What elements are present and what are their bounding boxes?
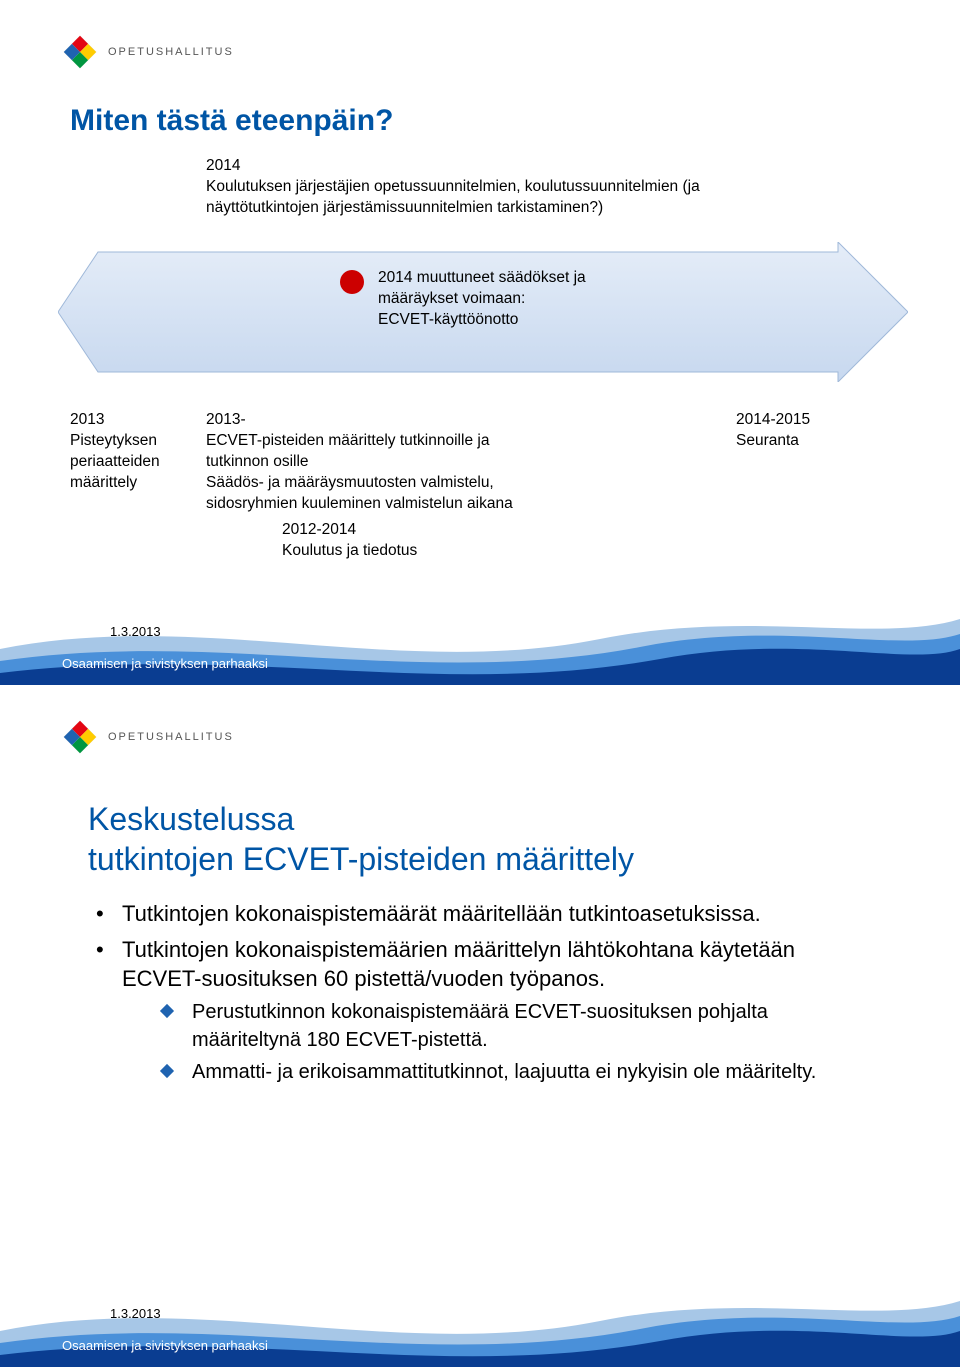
bullet-text: Tutkintojen kokonaispistemäärien määritt… bbox=[122, 937, 795, 992]
indent-text: Koulutus ja tiedotus bbox=[282, 541, 417, 562]
brand-logo-icon bbox=[62, 34, 98, 70]
indent-year: 2012-2014 bbox=[282, 520, 417, 541]
title-line: Keskustelussa bbox=[88, 799, 634, 839]
brand-name: OPETUSHALLITUS bbox=[108, 731, 234, 743]
timeline-row: 2013 Pisteytyksen periaatteiden määritte… bbox=[70, 410, 900, 515]
brand-name: OPETUSHALLITUS bbox=[108, 46, 234, 58]
intro-text-block: 2014 Koulutuksen järjestäjien opetussuun… bbox=[206, 156, 726, 219]
status-dot-icon bbox=[340, 270, 364, 294]
col-year: 2013 bbox=[70, 410, 200, 431]
diamond-bullet-icon bbox=[160, 1004, 174, 1018]
bullet-item: Tutkintojen kokonaispistemäärät määritel… bbox=[88, 899, 880, 929]
slide-body: Tutkintojen kokonaispistemäärät määritel… bbox=[88, 899, 880, 1092]
col-line: Säädös- ja määräysmuutosten valmistelu, bbox=[206, 473, 646, 494]
sub-bullet-item: Ammatti- ja erikoisammattitutkinnot, laa… bbox=[122, 1058, 880, 1086]
col-line: määrittely bbox=[70, 473, 200, 494]
arrow-label-text: 2014 muuttuneet säädökset ja määräykset … bbox=[378, 268, 586, 331]
brand-logo-block: OPETUSHALLITUS bbox=[62, 719, 234, 755]
brand-logo-icon bbox=[62, 719, 98, 755]
title-line: tutkintojen ECVET-pisteiden määrittely bbox=[88, 839, 634, 879]
intro-year: 2014 bbox=[206, 156, 726, 177]
arrow-label-line: 2014 muuttuneet säädökset ja bbox=[378, 268, 586, 289]
slide-1: OPETUSHALLITUS Miten tästä eteenpäin? 20… bbox=[0, 0, 960, 685]
footer-tagline: Osaamisen ja sivistyksen parhaaksi bbox=[62, 1338, 268, 1353]
col-year: 2014-2015 bbox=[736, 410, 810, 431]
arrow-label-line: ECVET-käyttöönotto bbox=[378, 310, 586, 331]
col-line: Seuranta bbox=[736, 431, 810, 452]
slide-title: Miten tästä eteenpäin? bbox=[70, 104, 393, 138]
col-line: ECVET-pisteiden määrittely tutkinnoille … bbox=[206, 431, 646, 452]
slide-2: OPETUSHALLITUS Keskustelussa tutkintojen… bbox=[0, 685, 960, 1367]
col-line: Pisteytyksen bbox=[70, 431, 200, 452]
arrow-label: 2014 muuttuneet säädökset ja määräykset … bbox=[340, 268, 586, 331]
footer-tagline: Osaamisen ja sivistyksen parhaaksi bbox=[62, 656, 268, 671]
timeline-col-2014-2015: 2014-2015 Seuranta bbox=[736, 410, 810, 452]
sub-bullet-item: Perustutkinnon kokonaispistemäärä ECVET-… bbox=[122, 998, 880, 1054]
col-line: sidosryhmien kuuleminen valmistelun aika… bbox=[206, 494, 646, 515]
slide-title: Keskustelussa tutkintojen ECVET-pisteide… bbox=[88, 799, 634, 879]
diamond-bullet-icon bbox=[160, 1064, 174, 1078]
col-line: tutkinnon osille bbox=[206, 452, 646, 473]
indent-block: 2012-2014 Koulutus ja tiedotus bbox=[282, 520, 417, 562]
page: OPETUSHALLITUS Miten tästä eteenpäin? 20… bbox=[0, 0, 960, 1367]
intro-text: Koulutuksen järjestäjien opetussuunnitel… bbox=[206, 177, 726, 219]
timeline-col-2013: 2013 Pisteytyksen periaatteiden määritte… bbox=[70, 410, 200, 494]
col-year: 2013- bbox=[206, 410, 646, 431]
col-line: periaatteiden bbox=[70, 452, 200, 473]
sub-bullet-text: Ammatti- ja erikoisammattitutkinnot, laa… bbox=[192, 1061, 816, 1083]
bullet-item: Tutkintojen kokonaispistemäärien määritt… bbox=[88, 935, 880, 1086]
brand-logo-block: OPETUSHALLITUS bbox=[62, 34, 234, 70]
timeline-col-2013-dash: 2013- ECVET-pisteiden määrittely tutkinn… bbox=[206, 410, 646, 515]
arrow-label-line: määräykset voimaan: bbox=[378, 289, 586, 310]
sub-bullet-text: Perustutkinnon kokonaispistemäärä ECVET-… bbox=[192, 1001, 768, 1051]
